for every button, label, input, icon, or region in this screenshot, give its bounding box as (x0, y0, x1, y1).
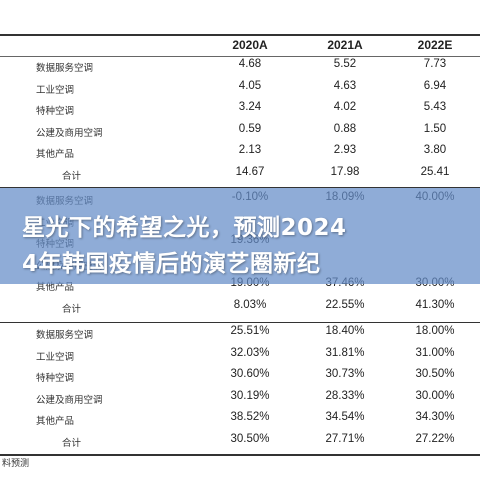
header-rule (0, 56, 480, 57)
table-cell: 30.19% (230, 389, 270, 402)
table-cell: 31.00% (415, 346, 455, 359)
row-label: 公建及商用空调 (36, 127, 103, 139)
table-cell: 32.03% (230, 346, 270, 359)
table-cell: 30.00% (415, 389, 455, 402)
row-label: 其他产品 (36, 149, 75, 160)
row-label: 合计 (62, 170, 82, 182)
table-cell: 6.94 (423, 79, 447, 92)
table-cell: 0.88 (333, 122, 357, 135)
table-cell: 22.55% (325, 298, 365, 311)
table-bottom-rule (0, 454, 480, 456)
table-cell: 2.13 (238, 144, 262, 156)
table-cell: 4.68 (238, 58, 262, 70)
table-cell: 1.50 (423, 122, 447, 135)
table-cell: 14.67 (235, 165, 265, 178)
row-label: 其他产品 (36, 416, 75, 427)
column-header-2022e: 2022E (417, 38, 453, 52)
table-cell: 34.30% (415, 411, 455, 423)
table-cell: 30.73% (325, 368, 365, 380)
table-cell: 27.71% (325, 432, 365, 445)
table-cell: 7.73 (423, 58, 447, 70)
table-cell: 18.00% (415, 325, 455, 337)
table-cell: 30.50% (230, 432, 270, 445)
table-cell: 3.24 (238, 101, 262, 113)
table-cell: 2.93 (333, 144, 357, 156)
table-cell: 28.33% (325, 389, 365, 402)
column-header-2021a: 2021A (327, 38, 363, 52)
row-label: 其他产品 (36, 282, 75, 293)
title-banner: 星光下的希望之光，预测2024 4年韩国疫情后的演艺圈新纪 (0, 188, 480, 284)
table-cell: 8.03% (233, 298, 267, 311)
banner-title-line-2: 4年韩国疫情后的演艺圈新纪 (22, 251, 321, 277)
source-note: 料预测 (2, 459, 30, 469)
table-cell: 34.54% (325, 411, 365, 423)
row-label: 数据服务空调 (36, 63, 94, 74)
table-cell: 18.40% (325, 325, 365, 337)
table-cell: 3.80 (423, 144, 447, 156)
row-label: 数据服务空调 (36, 330, 94, 341)
table-cell: 30.50% (415, 368, 455, 380)
row-label: 工业空调 (36, 84, 75, 96)
table-cell: 25.41 (420, 165, 450, 178)
section-divider-1 (0, 187, 480, 188)
row-label: 合计 (62, 437, 82, 449)
table-cell: 4.05 (238, 79, 262, 92)
banner-title-line-1: 星光下的希望之光，预测2024 (22, 215, 347, 241)
table-cell: 17.98 (330, 165, 360, 178)
table-cell: 31.81% (325, 346, 365, 359)
table-cell: 38.52% (230, 411, 270, 423)
table-cell: 4.02 (333, 101, 357, 113)
table-cell: 27.22% (415, 432, 455, 445)
table-cell: 4.63 (333, 79, 357, 92)
row-label: 特种空调 (36, 373, 75, 384)
table-cell: 25.51% (230, 325, 270, 337)
section-divider-2 (0, 322, 480, 323)
row-label: 特种空调 (36, 106, 75, 117)
table-cell: 5.43 (423, 101, 447, 113)
table-cell: 0.59 (238, 122, 262, 135)
table-cell: 5.52 (333, 58, 357, 70)
row-label: 公建及商用空调 (36, 394, 103, 406)
table-cell: 41.30% (415, 298, 455, 311)
table-cell: 30.60% (230, 368, 270, 380)
column-header-2020a: 2020A (232, 38, 268, 52)
row-label: 合计 (62, 303, 82, 315)
table-top-rule (0, 34, 480, 36)
row-label: 工业空调 (36, 351, 75, 363)
